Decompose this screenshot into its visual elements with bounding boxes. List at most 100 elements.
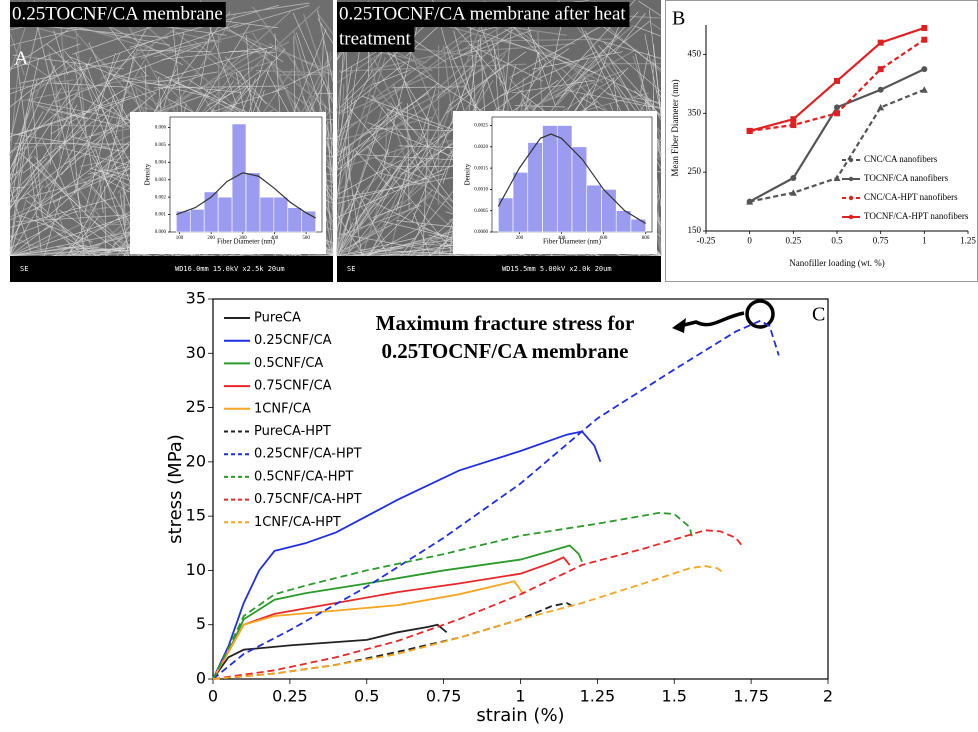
data-point xyxy=(790,122,797,129)
legend-marker xyxy=(848,157,854,163)
highlight-circle xyxy=(745,299,775,329)
histogram-bar xyxy=(203,191,219,233)
y-tick-label: 20 xyxy=(186,451,206,470)
data-point xyxy=(921,24,928,31)
sem-info-bar xyxy=(337,256,661,282)
sem-info-bar xyxy=(10,256,333,282)
panel-title-background xyxy=(10,2,226,27)
legend-label: 0.75CNF/CA xyxy=(254,379,332,394)
x-tick-label: 500 xyxy=(302,236,310,241)
y-tick-label: 150 xyxy=(688,225,702,235)
sem-info-text: WD15.5mm 5.00kV x2.0k 20um xyxy=(502,265,612,273)
x-axis-label: Nanofiller loading (wt. %) xyxy=(789,258,884,268)
x-tick-label: 200 xyxy=(516,236,524,241)
y-tick-label: 0.005 xyxy=(155,143,167,148)
x-axis-label: Fiber Diameter (nm) xyxy=(543,238,602,246)
x-tick-label: 0.75 xyxy=(426,686,462,705)
y-tick-label: 15 xyxy=(186,506,206,525)
x-tick-label: 1 xyxy=(922,235,927,245)
histogram-bar xyxy=(245,172,261,233)
legend-label: TOCNF/CA-HPT nanofibers xyxy=(864,211,969,221)
histogram-bar xyxy=(512,172,529,233)
x-tick-label: 300 xyxy=(239,236,247,241)
histogram-bar xyxy=(527,142,543,233)
series-line xyxy=(212,544,583,680)
y-tick-label: 0.0010 xyxy=(474,188,488,193)
x-axis-label: Fiber Diameter (nm) xyxy=(217,238,276,246)
data-point xyxy=(834,110,840,117)
legend-marker xyxy=(848,214,854,220)
data-point xyxy=(790,175,797,182)
data-point xyxy=(877,66,884,73)
panel-title-background xyxy=(337,2,630,27)
y-tick-label: 0.002 xyxy=(155,195,167,200)
legend-label: CNC/CA-HPT nanofibers xyxy=(864,192,958,202)
histogram-bar xyxy=(586,184,602,233)
density-curve xyxy=(176,172,316,219)
legend-label: 0.5CNF/CA-HPT xyxy=(254,469,353,484)
y-tick-label: 350 xyxy=(688,107,702,117)
x-tick-label: 0.5 xyxy=(354,686,379,705)
series-line xyxy=(212,623,448,680)
histogram-bar xyxy=(217,196,233,233)
x-tick-label: 100 xyxy=(176,236,184,241)
panel-frame xyxy=(665,0,978,282)
y-tick-label: 30 xyxy=(186,343,206,362)
data-point xyxy=(789,189,797,196)
y-tick-label: 0.000 xyxy=(155,230,167,235)
annotation: Maximum fracture stress for xyxy=(376,311,635,335)
series-line xyxy=(212,319,780,680)
y-axis-label: stress (MPa) xyxy=(165,434,186,544)
y-tick-label: 25 xyxy=(186,397,206,416)
data-point xyxy=(833,174,841,182)
y-tick-label: 0.0005 xyxy=(474,209,488,214)
histogram-bar xyxy=(542,125,558,233)
x-tick-label: 0 xyxy=(208,686,218,705)
x-tick-label: 1 xyxy=(515,686,525,705)
data-point xyxy=(834,104,840,111)
legend-label: 1CNF/CA xyxy=(254,401,311,416)
x-tick-label: 1.25 xyxy=(960,235,976,245)
data-point xyxy=(834,77,840,84)
y-tick-label: 0.0020 xyxy=(474,145,488,150)
data-point xyxy=(920,86,928,93)
x-tick-label: 0 xyxy=(747,235,752,245)
series-line xyxy=(212,529,743,680)
legend-label: PureCA-HPT xyxy=(254,424,331,439)
x-tick-label: 0.5 xyxy=(831,235,843,245)
density-curve xyxy=(497,133,646,224)
panel-label: A xyxy=(14,48,29,70)
legend-marker xyxy=(848,195,854,201)
sem-info-text: WD16.0mm 15.0kV x2.5k 20um xyxy=(175,265,285,273)
x-tick-label: 1.5 xyxy=(662,686,687,705)
annotation-arrowhead xyxy=(672,318,686,333)
data-point xyxy=(921,36,928,43)
y-tick-label: 0.003 xyxy=(155,178,167,183)
series-line xyxy=(212,580,525,680)
legend-label: TOCNF/CA nanofibers xyxy=(864,173,949,183)
y-tick-label: 0.0015 xyxy=(474,166,488,171)
x-tick-label: 0.25 xyxy=(785,235,801,245)
x-axis-label: strain (%) xyxy=(476,705,564,726)
y-tick-label: 0.001 xyxy=(155,213,167,218)
panel-title: treatment xyxy=(339,28,411,49)
x-tick-label: 0.75 xyxy=(873,235,889,245)
histogram-bar xyxy=(571,146,588,233)
data-point xyxy=(746,127,753,134)
x-tick-label: 1.75 xyxy=(733,686,769,705)
x-tick-label: 2 xyxy=(823,686,833,705)
x-tick-label: 400 xyxy=(271,236,279,241)
legend-label: 0.5CNF/CA xyxy=(254,356,323,371)
legend-label: 0.25CNF/CA xyxy=(254,333,332,348)
x-tick-label: 800 xyxy=(642,236,650,241)
sem-info-text: SE xyxy=(347,265,355,273)
y-tick-label: 10 xyxy=(186,560,206,579)
histogram-bar xyxy=(273,196,289,233)
sem-info-text: SE xyxy=(20,265,28,273)
histogram-bar xyxy=(601,189,617,233)
x-tick-label: 200 xyxy=(207,236,215,241)
data-point xyxy=(790,116,797,123)
y-tick-label: 0.004 xyxy=(155,160,167,165)
series-line xyxy=(212,565,724,680)
x-tick-label: 400 xyxy=(558,236,566,241)
